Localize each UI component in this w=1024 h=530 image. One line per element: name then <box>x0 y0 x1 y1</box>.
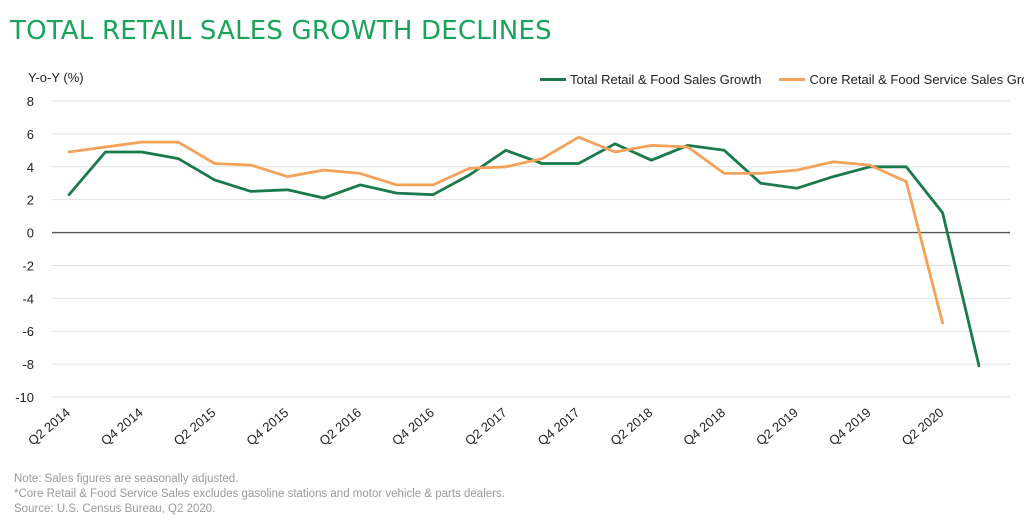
chart-notes: Note: Sales figures are seasonally adjus… <box>14 472 505 517</box>
note-seasonal: Note: Sales figures are seasonally adjus… <box>14 473 239 485</box>
legend-label-total: Total Retail & Food Sales Growth <box>570 72 762 87</box>
x-tick-label: Q2 2017 <box>462 405 510 449</box>
y-tick-label: 8 <box>27 94 34 109</box>
x-tick-label: Q2 2018 <box>607 405 655 449</box>
series-line-total <box>67 142 981 368</box>
x-tick-label: Q2 2016 <box>316 405 364 449</box>
legend-label-core: Core Retail & Food Service Sales Growth* <box>809 72 1024 87</box>
legend-item-total: Total Retail & Food Sales Growth <box>540 72 761 87</box>
y-tick-label: 4 <box>27 160 34 175</box>
x-tick-label: Q4 2014 <box>98 405 146 449</box>
x-tick-label: Q4 2019 <box>826 405 874 449</box>
chart-legend: Total Retail & Food Sales Growth Core Re… <box>540 72 1024 87</box>
chart-title: TOTAL RETAIL SALES GROWTH DECLINES <box>10 16 552 46</box>
y-tick-label: -4 <box>22 291 34 306</box>
x-tick-label: Q4 2018 <box>680 405 728 449</box>
y-tick-label: 6 <box>27 127 34 142</box>
x-tick-label: Q4 2015 <box>243 405 291 449</box>
note-core-definition: *Core Retail & Food Service Sales exclud… <box>14 488 505 500</box>
legend-swatch-total <box>540 78 566 81</box>
legend-swatch-core <box>779 78 806 81</box>
y-tick-label: -10 <box>15 390 34 405</box>
x-tick-label: Q2 2014 <box>25 405 73 449</box>
x-tick-label: Q4 2017 <box>535 405 583 449</box>
y-axis-label: Y-o-Y (%) <box>28 70 84 85</box>
x-tick-label: Q2 2015 <box>171 405 219 449</box>
y-tick-label: 2 <box>27 193 34 208</box>
y-tick-label: 0 <box>27 226 34 241</box>
y-tick-label: -8 <box>22 357 34 372</box>
y-tick-label: -2 <box>22 258 34 273</box>
legend-item-core: Core Retail & Food Service Sales Growth* <box>779 72 1024 87</box>
x-tick-label: Q4 2016 <box>389 405 437 449</box>
y-tick-label: -6 <box>22 324 34 339</box>
x-tick-label: Q2 2020 <box>899 405 947 449</box>
series-line-core <box>67 135 944 325</box>
note-source: Source: U.S. Census Bureau, Q2 2020. <box>14 503 216 515</box>
x-tick-label: Q2 2019 <box>753 405 801 449</box>
